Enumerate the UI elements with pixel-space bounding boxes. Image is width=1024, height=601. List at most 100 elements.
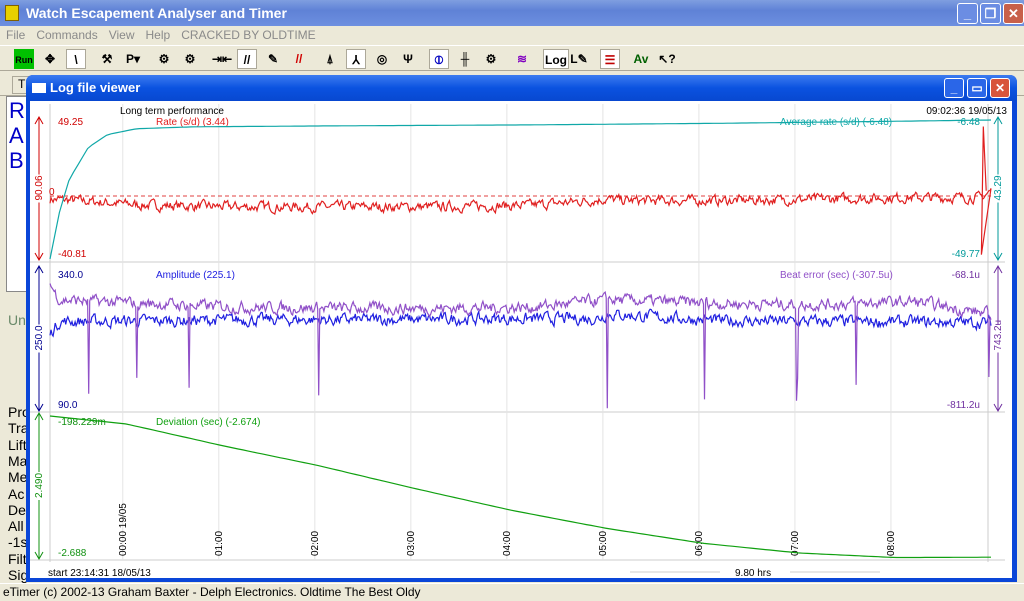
grid-circle-button[interactable]: ⦶ (429, 49, 449, 69)
filter-icon: ⚙ (159, 52, 170, 66)
series-legend-label: Deviation (sec) (-2.674) (156, 417, 260, 428)
wrench-icon: ⚒ (102, 52, 113, 66)
run-icon: Run (15, 55, 33, 65)
left-scale-span-label: 90.06 (34, 175, 45, 200)
grid-circle-icon: ⦶ (435, 53, 444, 67)
minimize-button[interactable]: _ (957, 3, 978, 24)
log-chart-area: 00:00 19/0501:0002:0003:0004:0005:0006:0… (30, 101, 1012, 578)
log-edit-button[interactable]: L✎ (569, 49, 589, 69)
zero-label: 0 (49, 187, 55, 198)
pen-button[interactable]: ✎ (263, 49, 283, 69)
left-max-label: -198.229m (58, 417, 106, 428)
log-maximize-button[interactable]: ▭ (967, 78, 987, 98)
menu-cracked[interactable]: CRACKED BY OLDTIME (181, 28, 315, 42)
background-label: Me (8, 469, 27, 485)
log-viewer-title-bar: Log file viewer _ ▭ ✕ (26, 75, 1017, 101)
wrench-button[interactable]: ⚒ (97, 49, 117, 69)
left-scale-span-label: 250.0 (34, 325, 45, 350)
menu-file[interactable]: File (6, 28, 25, 42)
toolbar: Run ✥ \ ⚒ P▾ ⚙ ⚙ ⇥⇤ // ✎ // ⍋ ⅄ ◎ Ψ ⦶ ╫ ⚙ ≋ LogL✎ ☰ Av ↖? (0, 45, 1024, 71)
move-button[interactable]: ✥ (40, 49, 60, 69)
lift-button[interactable]: ⅄ (346, 49, 366, 69)
pendulum-icon: \ (74, 53, 77, 67)
x-tick-label: 00:00 19/05 (118, 503, 129, 556)
app-icon (5, 5, 19, 21)
log-minimize-button[interactable]: _ (944, 78, 964, 98)
left-min-label: -2.688 (58, 548, 87, 559)
target-icon: ◎ (377, 52, 387, 66)
scope-button[interactable]: ⚙ (481, 49, 501, 69)
right-max-label: -6.48 (957, 117, 980, 128)
series-line-rate (50, 127, 991, 255)
compress-button[interactable]: ⇥⇤ (211, 49, 233, 69)
menu-bar: File Commands View Help CRACKED BY OLDTIME (0, 26, 1024, 44)
status-bar: eTimer (c) 2002-13 Graham Baxter - Delph… (0, 583, 1024, 600)
big-label-r: R (9, 98, 25, 124)
filter2-icon: ⚙ (185, 52, 196, 66)
x-tick-label: 04:00 (502, 531, 513, 556)
run-button[interactable]: Run (14, 49, 34, 69)
help-pointer-icon: ↖? (658, 52, 675, 66)
x-tick-label: 08:00 (886, 531, 897, 556)
left-max-label: 49.25 (58, 117, 83, 128)
chart-lines-icon: ☰ (605, 53, 616, 67)
parallel-button[interactable]: // (237, 49, 257, 69)
series-legend-label: Beat error (sec) (-307.5u) (780, 270, 893, 281)
end-timestamp: 09:02:36 19/05/13 (926, 106, 1007, 117)
scope-icon: ⚙ (486, 52, 497, 66)
series-line-amplitude (50, 309, 991, 336)
pen-icon: ✎ (268, 52, 278, 66)
log-file-viewer-window: Log file viewer _ ▭ ✕ 00:00 19/05 01:00 0 2… (26, 75, 1017, 582)
background-label: Lift (8, 437, 27, 453)
target-button[interactable]: ◎ (372, 49, 392, 69)
left-max-label: 340.0 (58, 270, 83, 281)
help-pointer-button[interactable]: ↖? (657, 49, 677, 69)
tuning-fork-button[interactable]: Ψ (398, 49, 418, 69)
menu-view[interactable]: View (109, 28, 135, 42)
long-term-performance-chart: 00:00 19/0501:0002:0003:0004:0005:0006:0… (30, 101, 1012, 578)
lift-icon: ⅄ (352, 53, 359, 67)
background-label: Filt (8, 551, 27, 567)
series-line-average (50, 120, 991, 259)
filter2-button[interactable]: ⚙ (180, 49, 200, 69)
compress-icon: ⇥⇤ (212, 52, 232, 66)
background-label: De (8, 502, 26, 518)
duration-label: 9.80 hrs (735, 568, 771, 578)
series-legend-label: Average rate (s/d) (-6.48) (780, 117, 892, 128)
log-edit-icon: L✎ (570, 52, 587, 66)
red-lines-icon: // (296, 52, 303, 66)
left-min-label: 90.0 (58, 400, 78, 411)
parallel-icon: // (244, 53, 251, 67)
log-icon: Log (545, 53, 567, 67)
wave-icon: ≋ (517, 52, 527, 66)
wave-button[interactable]: ≋ (512, 49, 532, 69)
series-line-deviation (50, 416, 991, 558)
log-close-button[interactable]: ✕ (990, 78, 1010, 98)
restore-button[interactable]: ❐ (980, 3, 1001, 24)
menu-help[interactable]: Help (146, 28, 171, 42)
probe-button[interactable]: ⍋ (320, 49, 340, 69)
print-button[interactable]: P▾ (123, 49, 143, 69)
average-icon: Av (634, 52, 649, 66)
move-icon: ✥ (45, 52, 55, 66)
close-button[interactable]: ✕ (1003, 3, 1024, 24)
probe-icon: ⍋ (326, 52, 333, 66)
red-lines-button[interactable]: // (289, 49, 309, 69)
menu-commands[interactable]: Commands (36, 28, 97, 42)
start-timestamp: start 23:14:31 18/05/13 (48, 568, 151, 578)
chart-heading: Long term performance (120, 106, 224, 117)
filter-button[interactable]: ⚙ (154, 49, 174, 69)
unit-label: Un (8, 312, 26, 328)
x-tick-label: 05:00 (598, 531, 609, 556)
beat-button[interactable]: ╫ (455, 49, 475, 69)
right-min-label: -49.77 (952, 249, 981, 260)
log-button[interactable]: Log (543, 49, 569, 69)
beat-icon: ╫ (461, 52, 470, 66)
print-icon: P▾ (126, 52, 140, 66)
right-scale-span-label: 743.2u (993, 320, 1004, 351)
pendulum-button[interactable]: \ (66, 49, 86, 69)
average-button[interactable]: Av (631, 49, 651, 69)
x-tick-label: 01:00 (214, 531, 225, 556)
x-tick-label: 03:00 (406, 531, 417, 556)
chart-lines-button[interactable]: ☰ (600, 49, 620, 69)
